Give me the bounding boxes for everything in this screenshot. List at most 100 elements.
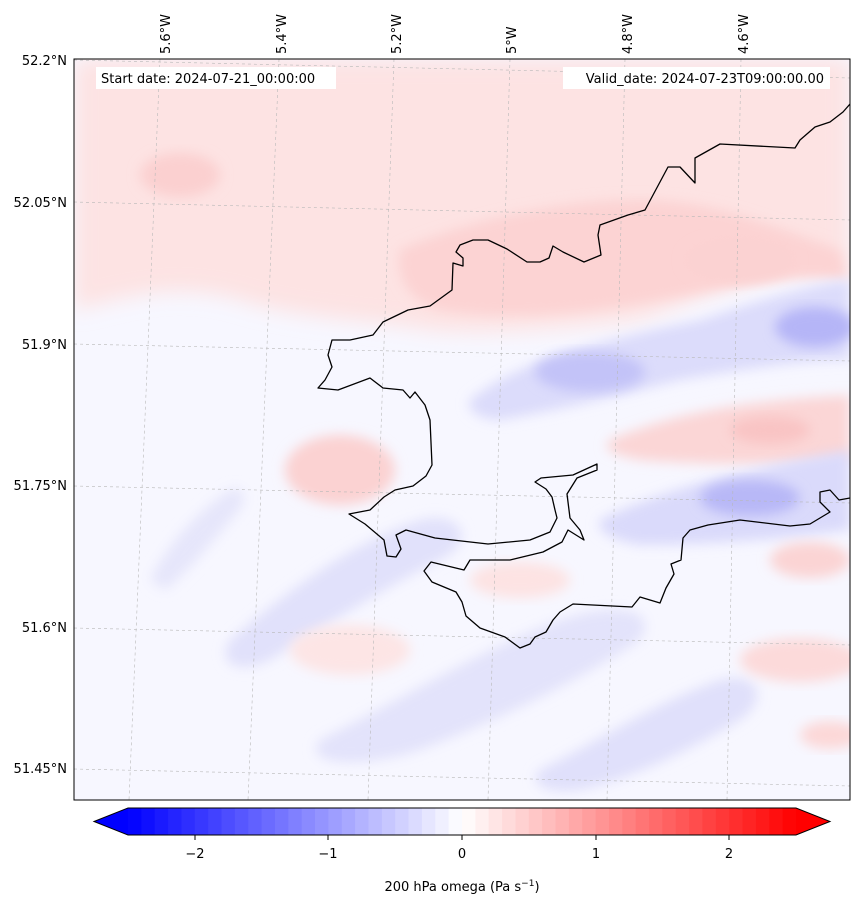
valid-date-text: Valid_date: 2024-07-23T09:00:00.00 (586, 72, 824, 87)
colorbar-segment (528, 808, 543, 835)
colorbar-segment (689, 808, 704, 835)
colorbar-extend-max (796, 808, 830, 835)
colorbar-segment (208, 808, 223, 835)
colorbar-segment (635, 808, 650, 835)
colorbar-segment (328, 808, 343, 835)
start-date-box (96, 67, 336, 89)
colorbar-segment (154, 808, 169, 835)
gridlines (74, 59, 850, 800)
colorbar-segment (301, 808, 316, 835)
negative-omega-band (150, 489, 245, 590)
colorbar-segment (381, 808, 396, 835)
colorbar-segment (234, 808, 249, 835)
lon-label: 5.4°W (275, 14, 290, 54)
colorbar-tick-label: 1 (592, 847, 600, 862)
colorbar-segment (341, 808, 356, 835)
colorbar-segment (141, 808, 156, 835)
colorbar-segment (181, 808, 196, 835)
positive-omega-patch (800, 721, 850, 749)
lon-label: 5.2°W (390, 14, 405, 54)
colorbar-segment (742, 808, 757, 835)
colorbar-segment (715, 808, 730, 835)
colorbar-ticks: −2 −1 0 1 2 (185, 835, 733, 862)
positive-omega-core (730, 416, 810, 444)
omega-field: Start date: 2024-07-21_00:00:00 Valid_da… (74, 59, 850, 800)
colorbar-segment (782, 808, 797, 835)
colorbar-tick-label: 0 (458, 847, 466, 862)
colorbar: −2 −1 0 1 2 200 hPa omega (Pa s−1) (92, 807, 832, 895)
colorbar-segment (555, 808, 570, 835)
map-panel: Start date: 2024-07-21_00:00:00 Valid_da… (73, 58, 851, 801)
map-frame (73, 58, 851, 801)
colorbar-segment (488, 808, 503, 835)
negative-omega-band (316, 609, 646, 763)
colorbar-segment (542, 808, 557, 835)
longitude-labels: 5.6°W 5.4°W 5.2°W 5°W 4.8°W 4.6°W (159, 14, 752, 54)
positive-omega-band (606, 395, 850, 464)
colorbar-segment (662, 808, 677, 835)
negative-omega-core (535, 352, 645, 392)
lon-label: 5°W (505, 26, 520, 54)
lon-label: 4.6°W (737, 14, 752, 54)
colorbar-tick-label: 2 (725, 847, 733, 862)
colorbar-segment (315, 808, 329, 835)
colorbar-segment (755, 808, 770, 835)
colorbar-outline (92, 807, 832, 836)
colorbar-segment (622, 808, 637, 835)
colorbar-segment (355, 808, 370, 835)
positive-omega-patch (770, 542, 850, 578)
negative-omega-band (225, 518, 462, 668)
colorbar-segment (608, 808, 623, 835)
negative-omega-core (700, 480, 800, 516)
lat-label: 51.9°N (22, 338, 67, 353)
lon-label: 4.8°W (621, 14, 636, 54)
positive-omega-patch (290, 625, 410, 675)
positive-omega-patch (740, 638, 850, 682)
colorbar-segment (675, 808, 690, 835)
colorbar-segment (649, 808, 663, 835)
colorbar-segment (702, 808, 717, 835)
colorbar-segment (435, 808, 450, 835)
coastline-north (317, 103, 850, 649)
colorbar-segment (261, 808, 276, 835)
positive-omega-core-north (399, 200, 850, 316)
coastline (317, 103, 850, 649)
colorbar-segment (729, 808, 744, 835)
positive-omega-patch (470, 562, 570, 598)
colorbar-segment (515, 808, 530, 835)
start-date-text: Start date: 2024-07-21_00:00:00 (101, 72, 315, 87)
colorbar-segment (221, 808, 236, 835)
colorbar-segment (395, 808, 410, 835)
colorbar-segment (475, 808, 490, 835)
colorbar-segment (194, 808, 209, 835)
valid-date-box (563, 67, 830, 89)
colorbar-tick-label: −1 (318, 847, 337, 862)
lat-label: 51.45°N (14, 762, 67, 777)
colorbar-segments (128, 808, 797, 835)
lat-label: 51.75°N (14, 479, 67, 494)
colorbar-segment (128, 808, 142, 835)
colorbar-segment (274, 808, 289, 835)
colorbar-segment (462, 808, 476, 835)
colorbar-segment (502, 808, 517, 835)
lon-label: 5.6°W (159, 14, 174, 54)
colorbar-segment (769, 808, 784, 835)
negative-omega-core (775, 307, 850, 347)
lat-label: 52.05°N (14, 196, 67, 211)
colorbar-segment (168, 808, 183, 835)
colorbar-segment (595, 808, 610, 835)
positive-omega-core (285, 435, 395, 505)
colorbar-segment (582, 808, 597, 835)
colorbar-extend-min (94, 808, 128, 835)
negative-omega-band (535, 678, 758, 792)
colorbar-segment (368, 808, 383, 835)
colorbar-segment (448, 808, 463, 835)
colorbar-tick-label: −2 (185, 847, 204, 862)
lat-label: 52.2°N (22, 54, 67, 69)
colorbar-segment (288, 808, 303, 835)
positive-omega-patch (140, 153, 220, 197)
colorbar-segment (408, 808, 423, 835)
colorbar-segment (568, 808, 583, 835)
colorbar-label: 200 hPa omega (Pa s−1) (384, 879, 539, 895)
